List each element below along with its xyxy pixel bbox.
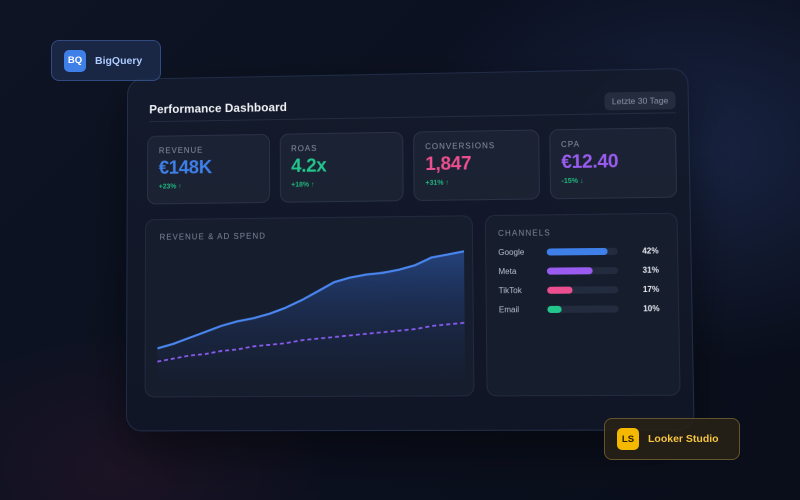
kpi-value: €148K xyxy=(158,157,212,179)
kpi-delta: +31% ↑ xyxy=(425,179,449,187)
channel-percent: 17% xyxy=(642,284,660,294)
channel-bar-fill xyxy=(547,286,573,294)
kpi-label: CPA xyxy=(560,139,581,150)
channel-name: Email xyxy=(498,304,520,314)
channel-bar-fill xyxy=(546,247,608,256)
channel-bar-track xyxy=(547,304,619,313)
kpi-row: REVENUE €148K +23% ↑ ROAS 4.2x +18% ↑ CO… xyxy=(147,127,678,205)
kpi-value: €12.40 xyxy=(561,151,619,174)
bigquery-icon: BQ xyxy=(64,49,86,72)
channel-name: TikTok xyxy=(498,285,522,295)
kpi-label: REVENUE xyxy=(158,145,204,156)
channel-percent: 10% xyxy=(643,303,660,313)
channels-card: CHANNELS Google 42% Meta 31% TikTok 17% xyxy=(484,212,681,397)
date-range-selector[interactable]: Letzte 30 Tage xyxy=(604,91,676,111)
kpi-label: CONVERSIONS xyxy=(425,141,496,152)
channel-percent: 31% xyxy=(642,265,660,275)
kpi-card-conversions[interactable]: CONVERSIONS 1,847 +31% ↑ xyxy=(413,129,540,202)
performance-dashboard-panel: Performance Dashboard Letzte 30 Tage REV… xyxy=(125,67,695,432)
channel-bar-fill xyxy=(546,266,593,275)
kpi-label: ROAS xyxy=(291,143,318,154)
kpi-card-revenue[interactable]: REVENUE €148K +23% ↑ xyxy=(147,133,270,205)
looker-studio-badge[interactable]: LS Looker Studio xyxy=(604,418,740,460)
channel-bar-track xyxy=(547,285,619,294)
channel-bar-track xyxy=(546,266,619,275)
channel-bar-track xyxy=(546,247,618,256)
channels-title: CHANNELS xyxy=(498,228,551,238)
kpi-card-cpa[interactable]: CPA €12.40 -15% ↓ xyxy=(548,127,678,200)
channel-row-email[interactable]: Email 10% xyxy=(499,303,666,314)
kpi-delta: -15% ↓ xyxy=(561,177,584,186)
looker-studio-icon: LS xyxy=(617,428,639,450)
kpi-value: 1,847 xyxy=(425,153,472,176)
looker-studio-label: Looker Studio xyxy=(648,433,719,445)
lower-section: REVENUE & AD SPEND CHANNELS G xyxy=(144,212,681,398)
channel-bar-fill xyxy=(547,305,562,313)
bigquery-label: BigQuery xyxy=(95,54,143,67)
revenue-ad-spend-chart-card: REVENUE & AD SPEND xyxy=(144,215,475,398)
revenue-ad-spend-chart[interactable] xyxy=(157,248,466,381)
page-title: Performance Dashboard xyxy=(149,100,288,117)
kpi-card-roas[interactable]: ROAS 4.2x +18% ↑ xyxy=(279,131,404,203)
channel-percent: 42% xyxy=(642,245,659,256)
kpi-delta: +18% ↑ xyxy=(291,181,315,189)
channel-row-tiktok[interactable]: TikTok 17% xyxy=(499,284,666,296)
bigquery-badge[interactable]: BQ BigQuery xyxy=(51,40,161,81)
channel-name: Google xyxy=(498,247,525,257)
channel-name: Meta xyxy=(498,266,517,276)
channel-row-google[interactable]: Google 42% xyxy=(498,245,665,257)
revenue-area xyxy=(157,251,466,381)
channel-row-meta[interactable]: Meta 31% xyxy=(498,264,665,276)
kpi-value: 4.2x xyxy=(291,155,327,177)
kpi-delta: +23% ↑ xyxy=(158,183,182,191)
chart-title: REVENUE & AD SPEND xyxy=(159,231,266,242)
